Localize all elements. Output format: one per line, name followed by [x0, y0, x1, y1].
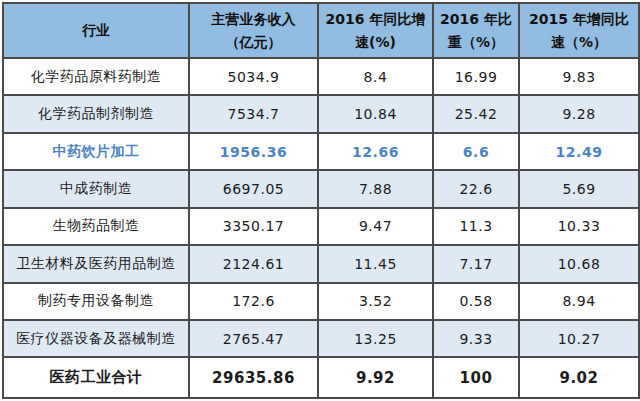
growth-2016-cell: 11.45	[318, 245, 433, 282]
industry-cell: 化学药品制剂制造	[3, 95, 189, 132]
revenue-cell: 1956.36	[189, 133, 318, 170]
industry-cell: 卫生材料及医药用品制造	[3, 245, 189, 282]
growth-2015-cell: 10.33	[519, 208, 639, 245]
share-2016-cell: 7.17	[433, 245, 519, 282]
share-2016-cell: 100	[433, 357, 519, 398]
growth-2015-cell: 9.83	[519, 58, 639, 95]
header-row: 行业 主营业务收入 （亿元） 2016 年同比增 速(%) 2016 年比 重（…	[3, 3, 639, 58]
revenue-cell: 7534.7	[189, 95, 318, 132]
revenue-cell: 172.6	[189, 283, 318, 320]
growth-2015-cell: 8.94	[519, 283, 639, 320]
table-row: 化学药品制剂制造 7534.7 10.84 25.42 9.28	[3, 95, 639, 132]
revenue-cell: 29635.86	[189, 357, 318, 398]
header-cell-growth-2015: 2015 年增同比 速（%）	[519, 3, 639, 58]
industry-cell: 医疗仪器设备及器械制造	[3, 320, 189, 357]
growth-2016-cell: 7.88	[318, 170, 433, 207]
industry-cell: 中药饮片加工	[3, 133, 189, 170]
share-2016-cell: 11.3	[433, 208, 519, 245]
header-cell-share-2016: 2016 年比 重（%）	[433, 3, 519, 58]
share-2016-cell: 25.42	[433, 95, 519, 132]
revenue-cell: 5034.9	[189, 58, 318, 95]
growth-2016-cell: 13.25	[318, 320, 433, 357]
growth-2016-cell: 3.52	[318, 283, 433, 320]
revenue-cell: 2765.47	[189, 320, 318, 357]
industry-cell: 化学药品原料药制造	[3, 58, 189, 95]
industry-cell: 医药工业合计	[3, 357, 189, 398]
table-row: 生物药品制造 3350.17 9.47 11.3 10.33	[3, 208, 639, 245]
industry-cell: 中成药制造	[3, 170, 189, 207]
table-row: 中成药制造 6697.05 7.88 22.6 5.69	[3, 170, 639, 207]
growth-2016-cell: 9.47	[318, 208, 433, 245]
share-2016-cell: 6.6	[433, 133, 519, 170]
growth-2016-cell: 12.66	[318, 133, 433, 170]
revenue-cell: 3350.17	[189, 208, 318, 245]
growth-2016-cell: 10.84	[318, 95, 433, 132]
revenue-cell: 2124.61	[189, 245, 318, 282]
industry-cell: 制药专用设备制造	[3, 283, 189, 320]
table-row: 医疗仪器设备及器械制造 2765.47 13.25 9.33 10.27	[3, 320, 639, 357]
growth-2015-cell: 10.68	[519, 245, 639, 282]
table-row: 卫生材料及医药用品制造 2124.61 11.45 7.17 10.68	[3, 245, 639, 282]
industry-cell: 生物药品制造	[3, 208, 189, 245]
header-cell-revenue: 主营业务收入 （亿元）	[189, 3, 318, 58]
growth-2015-cell: 9.02	[519, 357, 639, 398]
table-row-total: 医药工业合计 29635.86 9.92 100 9.02	[3, 357, 639, 398]
header-cell-growth-2016: 2016 年同比增 速(%)	[318, 3, 433, 58]
share-2016-cell: 9.33	[433, 320, 519, 357]
growth-2016-cell: 9.92	[318, 357, 433, 398]
growth-2015-cell: 5.69	[519, 170, 639, 207]
growth-2016-cell: 8.4	[318, 58, 433, 95]
share-2016-cell: 0.58	[433, 283, 519, 320]
industry-data-table: 行业 主营业务收入 （亿元） 2016 年同比增 速(%) 2016 年比 重（…	[2, 2, 640, 399]
revenue-cell: 6697.05	[189, 170, 318, 207]
share-2016-cell: 22.6	[433, 170, 519, 207]
table-row: 化学药品原料药制造 5034.9 8.4 16.99 9.83	[3, 58, 639, 95]
growth-2015-cell: 9.28	[519, 95, 639, 132]
table-row: 制药专用设备制造 172.6 3.52 0.58 8.94	[3, 283, 639, 320]
growth-2015-cell: 10.27	[519, 320, 639, 357]
table-row-highlighted: 中药饮片加工 1956.36 12.66 6.6 12.49	[3, 133, 639, 170]
growth-2015-cell: 12.49	[519, 133, 639, 170]
header-cell-industry: 行业	[3, 3, 189, 58]
share-2016-cell: 16.99	[433, 58, 519, 95]
